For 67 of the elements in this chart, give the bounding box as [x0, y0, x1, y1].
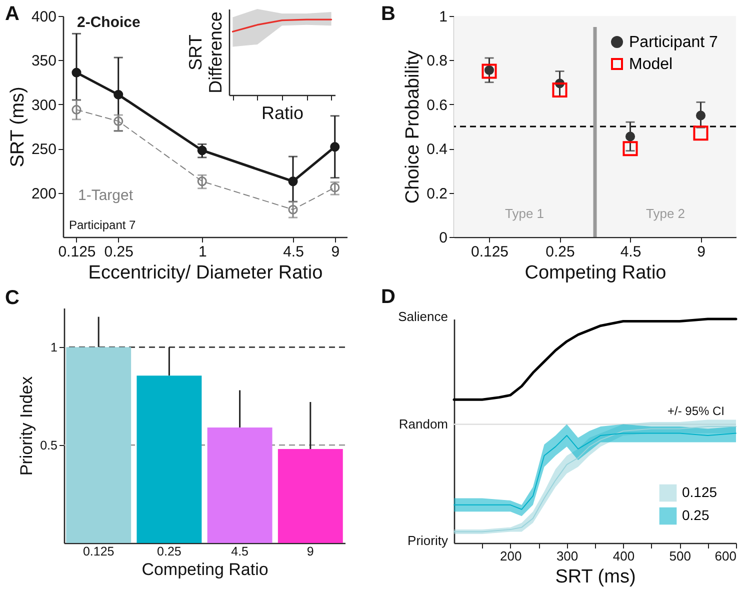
point: [625, 132, 636, 142]
text: B: [381, 3, 396, 25]
text: Priority: [408, 533, 448, 548]
x-tick-label: 0.25: [157, 544, 182, 558]
x-tick-label: 500: [669, 548, 691, 564]
y-tick-label: 300: [31, 96, 56, 114]
x-tick-label: 9: [331, 244, 340, 260]
point: [693, 126, 708, 141]
x-tick-label: 600: [714, 548, 736, 564]
legend-label: 0.25: [682, 507, 710, 523]
point: [622, 141, 638, 156]
point: [696, 110, 706, 120]
y-axis-title: Choice Probability: [402, 50, 424, 204]
point: [482, 64, 497, 79]
text: 2-Choice: [77, 14, 140, 31]
y-tick-label: 0: [439, 230, 448, 246]
x-tick-label: 0.125: [470, 244, 509, 260]
y-tick-label: 400: [31, 8, 56, 26]
x-tick-label: 300: [556, 548, 578, 564]
text: A: [5, 3, 20, 25]
bar: [278, 449, 343, 543]
y-tick-label: 0.4: [426, 141, 448, 158]
x-axis-title: Eccentricity/ Diameter Ratio: [88, 262, 323, 284]
legend-label: Participant 7: [629, 34, 718, 51]
x-tick-label: 0.125: [58, 244, 96, 260]
text: 1-Target: [78, 187, 134, 204]
x-axis-title: SRT (ms): [555, 566, 636, 588]
x-tick-label: 4.5: [283, 244, 304, 260]
x-tick-label: 9: [697, 244, 706, 260]
text: C: [5, 287, 20, 309]
x-tick-label: 9: [306, 544, 314, 558]
x-axis-title: Ratio: [261, 103, 304, 123]
y-axis-title: SRT Difference: [186, 12, 226, 94]
annotation: +/- 95% CI: [667, 404, 725, 418]
bar: [207, 427, 272, 543]
y-tick-label: 350: [31, 52, 56, 70]
bar: [136, 376, 202, 543]
y-tick-label: 1: [439, 8, 448, 26]
x-tick-label: 4.5: [620, 244, 642, 260]
x-tick-label: 4.5: [231, 544, 249, 558]
x-tick-label: 0.125: [82, 544, 114, 558]
x-axis-title: Competing Ratio: [142, 560, 268, 579]
bar: [66, 347, 132, 543]
y-tick-label: 0.6: [426, 96, 448, 114]
text: Salience: [398, 309, 448, 324]
x-tick-label: 1: [198, 244, 207, 260]
y-tick-label: 0.8: [426, 52, 448, 70]
y-tick-label: 0.5: [40, 438, 58, 453]
point: [552, 82, 568, 98]
y-tick-label: 0.2: [426, 185, 448, 202]
x-tick-label: 200: [500, 548, 522, 564]
y-tick-label: 1: [50, 340, 58, 355]
annotation: Participant 7: [69, 218, 136, 232]
x-tick-label: 0.25: [104, 244, 134, 260]
y-tick-label: 200: [31, 185, 56, 202]
x-axis-title: Competing Ratio: [524, 262, 666, 284]
y-tick-label: 250: [31, 141, 56, 158]
text: D: [381, 286, 396, 308]
x-tick-label: 0.25: [546, 244, 575, 260]
band-label: Type 2: [646, 206, 686, 221]
legend-label: 0.125: [682, 484, 718, 500]
y-axis-title: Priority Index: [17, 376, 36, 476]
ref-line-label: Random: [398, 416, 448, 432]
x-tick-label: 400: [612, 548, 635, 564]
band-label: Type 1: [504, 206, 544, 221]
y-axis-title: SRT (ms): [7, 86, 28, 168]
legend-label: Model: [629, 56, 673, 73]
